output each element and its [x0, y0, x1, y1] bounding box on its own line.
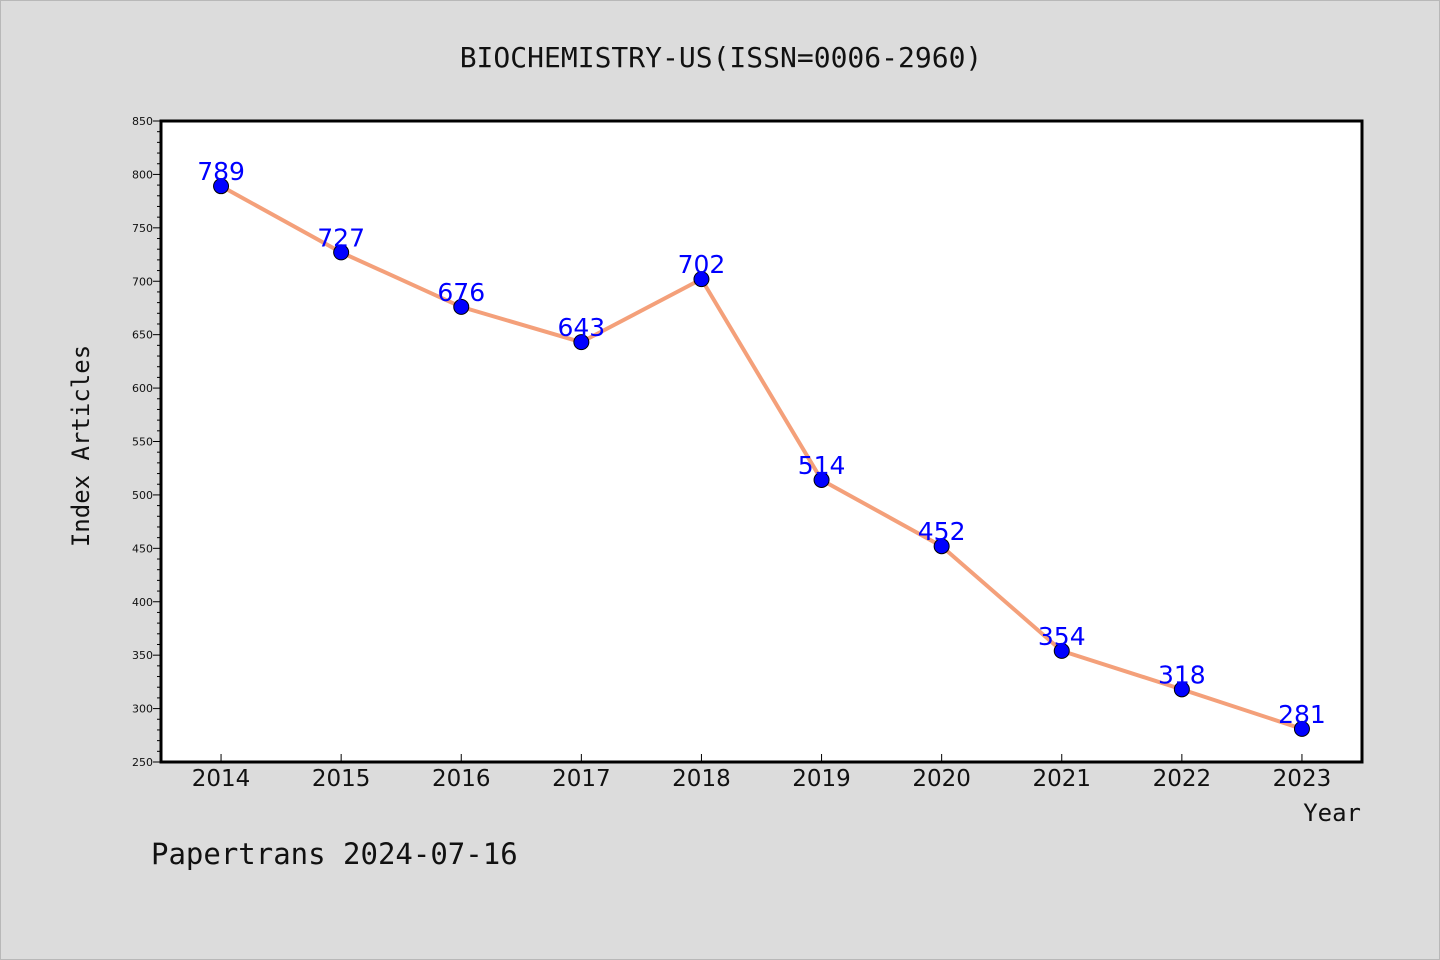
x-tick-label: 2014 [192, 766, 251, 792]
y-tick-label: 500 [132, 489, 153, 502]
y-tick-label: 400 [132, 596, 153, 609]
data-label-2021: 354 [1038, 622, 1086, 651]
y-tick-label: 750 [132, 222, 153, 235]
y-tick-label: 700 [132, 275, 153, 288]
x-tick-label: 2020 [912, 766, 971, 792]
data-label-2023: 281 [1278, 700, 1326, 729]
x-tick-label: 2015 [312, 766, 371, 792]
data-label-2018: 702 [678, 250, 726, 279]
x-tick-label: 2019 [792, 766, 851, 792]
x-tick-label: 2021 [1032, 766, 1091, 792]
x-tick-label: 2023 [1273, 766, 1332, 792]
data-label-2016: 676 [437, 278, 485, 307]
data-point-2017 [573, 334, 590, 351]
data-label-2014: 789 [197, 157, 245, 186]
y-tick-label: 250 [132, 756, 153, 769]
data-point-2021 [1053, 642, 1070, 659]
x-tick-label: 2017 [552, 766, 611, 792]
data-label-2022: 318 [1158, 660, 1206, 689]
y-tick-label: 350 [132, 649, 153, 662]
data-point-2018 [693, 271, 710, 288]
y-tick-label: 550 [132, 436, 153, 449]
y-tick-label: 650 [132, 329, 153, 342]
data-point-2015 [333, 244, 350, 261]
series-line [219, 184, 1304, 731]
chart-title: BIOCHEMISTRY-US(ISSN=0006-2960) [460, 41, 983, 74]
plot-area [159, 119, 1364, 764]
x-axis-title: Year [1303, 799, 1361, 827]
data-label-2015: 727 [317, 223, 365, 252]
data-point-2023 [1293, 720, 1310, 737]
y-tick-label: 300 [132, 703, 153, 716]
y-tick-label: 450 [132, 542, 153, 555]
y-tick-label: 850 [132, 115, 153, 128]
x-axis: 2014 2015 2016 2017 2018 2019 2020 2021 2022 2023 [192, 754, 1331, 792]
y-axis-title: Index Articles [67, 345, 95, 547]
x-tick-label: 2018 [672, 766, 731, 792]
data-point-2022 [1173, 681, 1190, 698]
data-label-2017: 643 [557, 313, 605, 342]
y-tick-label: 600 [132, 382, 153, 395]
data-label-2019: 514 [798, 451, 846, 480]
data-point-2020 [933, 538, 950, 555]
y-tick-label: 800 [132, 168, 153, 181]
data-point-2019 [813, 471, 830, 488]
data-point-2014 [213, 178, 230, 195]
data-label-layer: 789 727 676 643 702 514 452 354 318 281 [197, 157, 1326, 729]
data-label-2020: 452 [918, 517, 966, 546]
x-tick-label: 2016 [432, 766, 491, 792]
footer-credit: Papertrans 2024-07-16 [151, 837, 518, 871]
x-tick-label: 2022 [1153, 766, 1212, 792]
data-point-2016 [453, 298, 470, 315]
series-layer [213, 178, 1310, 737]
y-axis: 250 300 350 400 450 500 550 600 650 700 750 800 850 [132, 115, 161, 769]
